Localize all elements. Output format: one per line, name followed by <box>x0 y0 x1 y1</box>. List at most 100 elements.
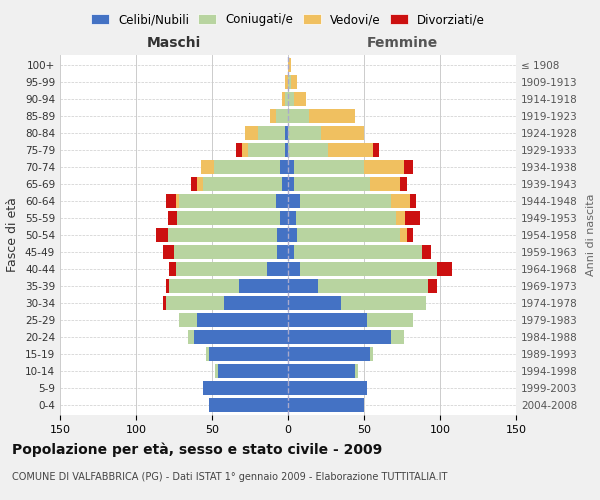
Text: Maschi: Maschi <box>147 36 201 50</box>
Bar <box>236 144 242 157</box>
Bar <box>288 381 367 394</box>
Bar <box>410 194 416 208</box>
Text: COMUNE DI VALFABBRICA (PG) - Dati ISTAT 1° gennaio 2009 - Elaborazione TUTTITALI: COMUNE DI VALFABBRICA (PG) - Dati ISTAT … <box>12 472 448 482</box>
Bar <box>355 364 358 378</box>
Bar <box>297 228 400 242</box>
Bar <box>276 110 288 123</box>
Bar <box>400 178 407 191</box>
Bar <box>197 313 288 326</box>
Bar <box>224 296 288 310</box>
Bar <box>166 279 169 292</box>
Bar <box>285 144 288 157</box>
Bar <box>166 296 224 310</box>
Bar <box>288 279 319 292</box>
Bar <box>285 76 288 89</box>
Bar <box>288 160 294 174</box>
Bar <box>280 211 288 225</box>
Bar <box>364 160 404 174</box>
Bar <box>214 160 280 174</box>
Text: Femmine: Femmine <box>367 36 437 50</box>
Bar <box>191 178 197 191</box>
Bar <box>288 211 296 225</box>
Bar <box>341 296 427 310</box>
Bar <box>296 211 396 225</box>
Bar <box>294 245 422 259</box>
Bar <box>400 228 407 242</box>
Bar <box>163 245 174 259</box>
Bar <box>176 194 179 208</box>
Bar <box>179 313 197 326</box>
Bar <box>288 228 297 242</box>
Legend: Celibi/Nubili, Coniugati/e, Vedovi/e, Divorziati/e: Celibi/Nubili, Coniugati/e, Vedovi/e, Di… <box>86 8 490 31</box>
Bar <box>285 126 288 140</box>
Bar <box>437 262 452 276</box>
Bar <box>177 211 280 225</box>
Bar <box>373 144 379 157</box>
Bar <box>277 228 288 242</box>
Bar <box>288 245 294 259</box>
Bar <box>248 144 285 157</box>
Bar <box>319 279 428 292</box>
Bar <box>285 92 288 106</box>
Bar <box>257 126 285 140</box>
Bar <box>215 364 218 378</box>
Bar <box>300 262 437 276</box>
Bar <box>280 160 288 174</box>
Bar <box>288 313 367 326</box>
Bar <box>267 262 288 276</box>
Bar <box>288 76 291 89</box>
Bar <box>288 398 364 411</box>
Bar <box>288 178 294 191</box>
Bar <box>288 364 355 378</box>
Bar <box>163 296 166 310</box>
Bar <box>202 160 214 174</box>
Bar <box>276 194 288 208</box>
Bar <box>391 194 410 208</box>
Bar <box>288 330 391 344</box>
Bar <box>169 279 239 292</box>
Bar <box>239 279 288 292</box>
Bar <box>270 110 276 123</box>
Bar <box>300 194 391 208</box>
Bar <box>322 126 364 140</box>
Bar <box>422 245 431 259</box>
Bar <box>288 347 370 360</box>
Bar <box>428 279 437 292</box>
Bar <box>288 194 300 208</box>
Bar <box>179 194 276 208</box>
Bar <box>288 92 294 106</box>
Bar <box>367 313 413 326</box>
Bar <box>309 110 355 123</box>
Bar <box>288 110 309 123</box>
Bar <box>404 160 413 174</box>
Bar <box>166 194 176 208</box>
Bar <box>194 330 288 344</box>
Bar <box>242 144 248 157</box>
Bar <box>405 211 420 225</box>
Y-axis label: Fasce di età: Fasce di età <box>7 198 19 272</box>
Bar <box>288 126 322 140</box>
Bar <box>282 178 288 191</box>
Bar <box>197 178 203 191</box>
Bar <box>206 347 209 360</box>
Bar <box>288 262 300 276</box>
Bar <box>174 245 277 259</box>
Bar <box>328 144 373 157</box>
Bar <box>288 144 328 157</box>
Bar <box>294 92 306 106</box>
Y-axis label: Anni di nascita: Anni di nascita <box>586 194 596 276</box>
Bar <box>168 228 277 242</box>
Bar <box>209 347 288 360</box>
Bar <box>294 160 364 174</box>
Bar <box>288 296 341 310</box>
Bar <box>391 330 404 344</box>
Text: Popolazione per età, sesso e stato civile - 2009: Popolazione per età, sesso e stato civil… <box>12 442 382 457</box>
Bar <box>370 347 373 360</box>
Bar <box>176 262 267 276</box>
Bar <box>291 76 297 89</box>
Bar <box>407 228 413 242</box>
Bar <box>282 92 285 106</box>
Bar <box>203 381 288 394</box>
Bar <box>156 228 168 242</box>
Bar <box>188 330 194 344</box>
